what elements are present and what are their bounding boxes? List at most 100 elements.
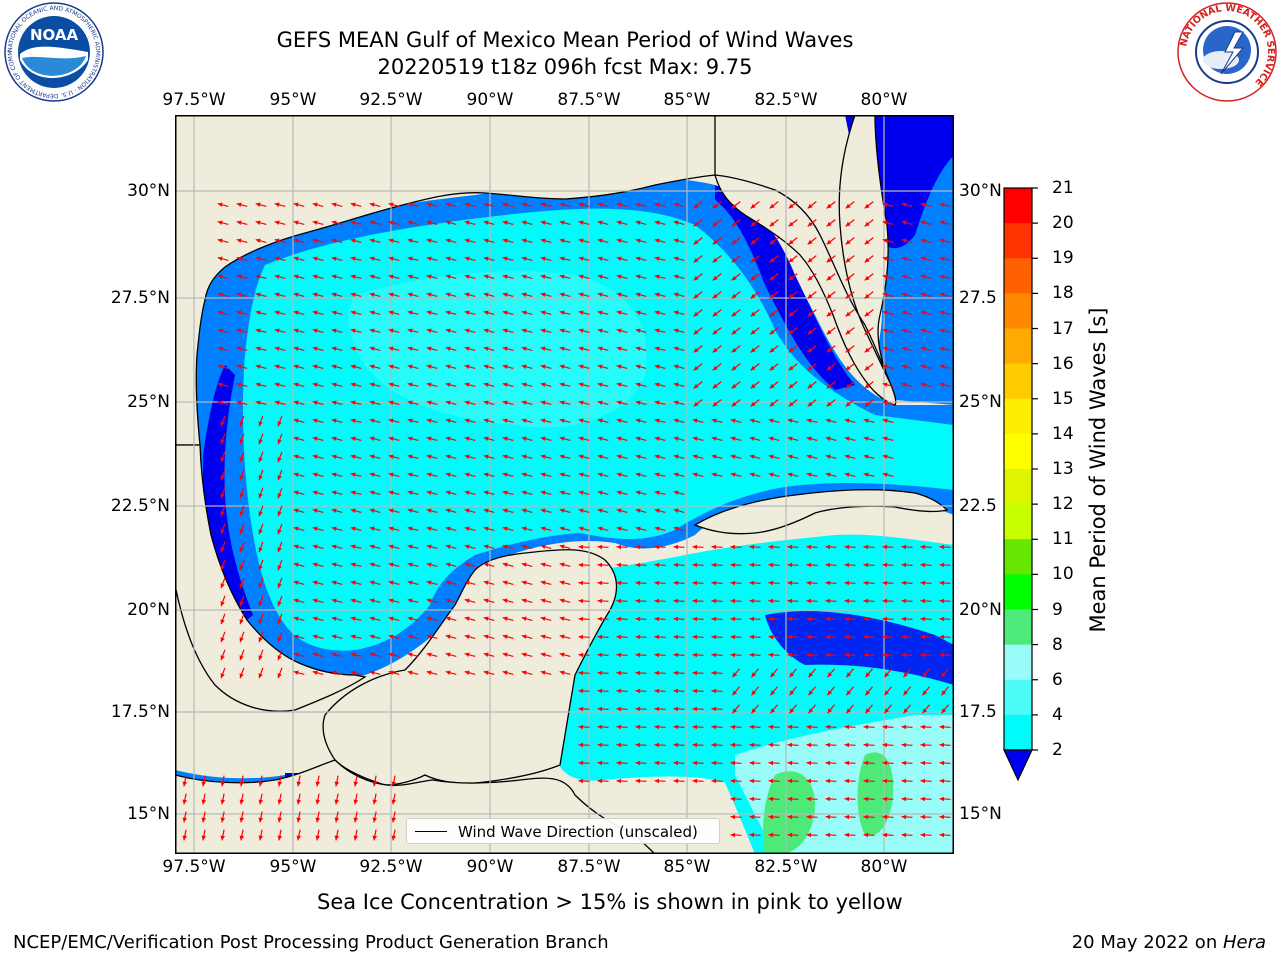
wind-wave-arrowhead [277,673,282,679]
wind-wave-arrowhead [769,347,775,353]
wind-wave-arrowhead [751,672,757,678]
wind-wave-arrowhead [388,508,394,513]
wind-wave-arrowhead [464,580,470,585]
wind-wave-arrowhead [521,472,527,477]
wind-wave-arrowhead [807,221,813,227]
wind-wave-arrowhead [426,364,432,369]
colorbar-tick-label: 8 [1052,634,1063,655]
wind-wave-arrowhead [692,598,698,604]
wind-wave-arrowhead [331,400,337,405]
wind-wave-arrowhead [312,472,318,477]
wind-wave-arrowhead [426,274,432,279]
wind-wave-arrowhead [220,439,225,445]
wind-wave-arrowhead [693,329,699,335]
wind-wave-arrowhead [730,634,736,640]
wind-wave-arrowhead [732,690,738,696]
wind-wave-arrowhead [483,220,489,225]
wind-wave-arrowhead [445,364,451,369]
wind-wave-arrowhead [882,760,888,766]
wind-wave-arrowhead [750,383,756,389]
wind-wave-arrowhead [369,292,375,297]
wind-wave-arrowhead [578,382,584,387]
wind-wave-arrowhead [388,400,394,405]
wind-wave-arrowhead [635,472,641,477]
wind-wave-arrowhead [901,274,907,279]
wind-wave-arrowhead [807,275,813,281]
wind-wave-arrowhead [483,454,489,459]
wind-wave-arrowhead [863,760,869,766]
wind-wave-arrowhead [388,472,394,477]
wind-wave-arrowhead [787,760,793,766]
wind-wave-arrowhead [464,544,470,549]
florida [714,115,897,406]
wind-wave-arrowhead [201,799,207,805]
wind-wave-arrowhead [750,365,756,371]
wind-wave-arrowhead [884,690,890,696]
wind-wave-arrowhead [502,472,508,477]
wind-wave-arrowhead [369,310,375,315]
wind-wave-arrowhead [334,781,340,787]
wind-wave-arrowhead [692,706,698,712]
wind-wave-arrowhead [789,708,795,714]
wind-wave-arrowhead [502,328,508,333]
wind-wave-arrowhead [369,328,375,333]
wind-wave-arrowhead [426,472,432,477]
colorbar-block [1004,679,1032,716]
wind-wave-arrowhead [635,310,641,315]
wind-wave-arrowhead [258,637,263,643]
colorbar-tick-label: 2 [1052,740,1063,760]
wind-wave-arrowhead [863,724,869,730]
wind-wave-arrowhead [350,634,356,639]
wind-wave-arrowhead [597,526,603,531]
wind-wave-arrowhead [920,274,926,279]
wind-wave-arrowhead [540,418,546,423]
wind-wave-arrowhead [540,652,546,657]
wind-wave-arrowhead [293,490,299,495]
wind-wave-arrowhead [388,652,394,657]
wind-wave-arrowhead [845,275,851,281]
lon-label: 82.5°W [754,857,818,877]
wind-wave-arrowhead [426,202,432,207]
wind-wave-arrowhead [258,817,264,823]
wind-wave-arrowhead [654,688,660,694]
wind-wave-arrowhead [559,508,565,513]
wind-wave-arrowhead [502,490,508,495]
wind-wave-arrows [182,201,951,841]
wind-wave-arrowhead [369,436,375,441]
wind-wave-arrowhead [220,547,225,553]
wind-wave-arrowhead [920,328,926,333]
wind-wave-arrowhead [388,310,394,315]
wind-wave-arrowhead [331,346,337,351]
wind-wave-arrowhead [350,256,356,261]
svg-text:NOAA: NOAA [30,26,79,44]
wind-wave-arrowhead [692,652,698,658]
wind-wave-arrowhead [673,724,679,730]
wind-wave-arrowhead [711,544,717,550]
lat-label: 22.5°N [110,496,170,516]
wind-wave-arrowhead [806,544,812,550]
wind-wave-arrowhead [920,652,926,658]
wind-wave-arrowhead [865,690,871,696]
wind-wave-arrowhead [635,382,641,387]
wind-wave-arrowhead [258,673,263,679]
wind-wave-arrowhead [920,598,926,604]
wind-wave-arrowhead [749,796,755,802]
wind-wave-arrowhead [217,346,223,351]
wind-wave-arrowhead [882,832,888,838]
wind-wave-arrowhead [826,401,832,407]
wind-wave-arrowhead [220,799,226,805]
wind-wave-arrowhead [597,436,603,441]
wind-wave-arrowhead [808,708,814,714]
wind-wave-arrowhead [939,598,945,604]
wind-wave-arrowhead [654,220,660,225]
wind-wave-arrowhead [731,203,737,209]
wind-wave-arrowhead [502,400,508,405]
wind-wave-arrowhead [426,256,432,261]
wind-wave-arrowhead [768,580,774,586]
wind-wave-arrowhead [578,634,584,640]
wind-wave-arrowhead [711,616,717,622]
wind-wave-arrowhead [464,202,470,207]
colorbar-tick-label: 16 [1052,353,1074,374]
lon-label: 95°W [269,90,317,110]
wind-wave-arrowhead [768,814,774,820]
